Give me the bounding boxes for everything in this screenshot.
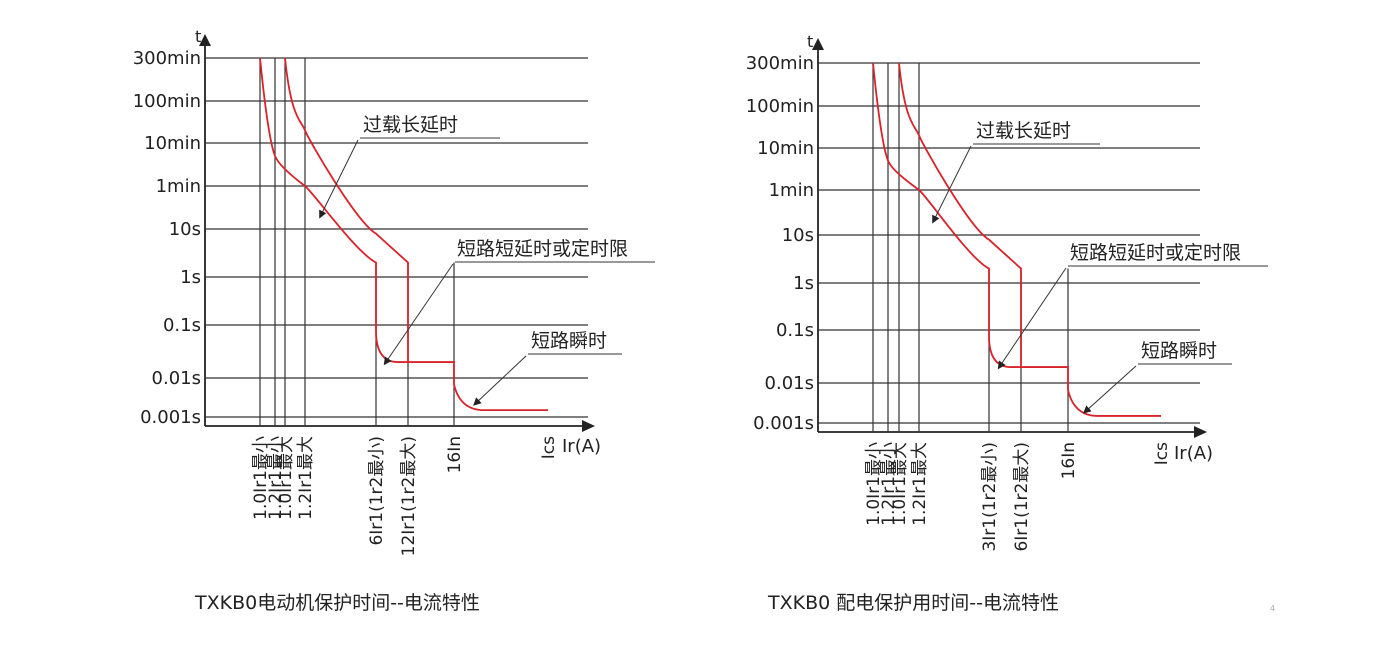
y-axis-label: t <box>195 27 201 46</box>
annotation-label: 短路短延时或定时限 <box>1070 242 1241 264</box>
annotation-label: 过载长延时 <box>363 114 458 136</box>
corner-mark: 4 <box>1270 604 1276 613</box>
x-tick-label: 16In <box>1059 442 1079 479</box>
annotation-arrow <box>1083 365 1137 414</box>
y-tick-label: 10min <box>144 133 201 154</box>
y-tick-label: 1min <box>156 176 201 197</box>
x-axis-arrow <box>1194 426 1207 438</box>
x-axis-label: Ir(A) <box>1174 443 1213 464</box>
x-tick-label: 1.0Ir1最大 <box>890 442 910 526</box>
y-tick-label: 0.001s <box>140 407 201 428</box>
chart-title-motor: TXKB0电动机保护时间--电流特性 <box>195 592 480 614</box>
y-tick-label: 1s <box>180 267 201 288</box>
x-tick-label: 16In <box>445 436 465 473</box>
annotation-arrow <box>383 263 454 366</box>
x-tick-label: 1.2Ir1最小 <box>879 442 899 526</box>
y-tick-label: 0.1s <box>163 315 201 336</box>
y-tick-label: 0.1s <box>776 320 814 341</box>
chart-motor-protection: 300min 100min 10min 1min 10s 1s 0.1s 0.01s 0.001… <box>133 27 655 556</box>
annotation-arrow <box>319 139 359 219</box>
x-tick-label: 12Ir1(1r2最大) <box>399 436 419 556</box>
y-tick-label: 0.01s <box>765 373 814 394</box>
trip-curve-max <box>898 62 1022 368</box>
x-axis-label: Ir(A) <box>562 436 601 457</box>
x-tick-label: 1.2Ir1最大 <box>910 442 930 526</box>
x-tick-label: 1.2Ir1最大 <box>296 436 316 520</box>
y-tick-label: 100min <box>746 96 814 117</box>
annotation-arrow <box>473 355 527 406</box>
y-tick-label: 10s <box>782 225 814 246</box>
annotation-arrow <box>932 145 972 224</box>
y-tick-label: 0.01s <box>152 368 201 389</box>
trip-curve-max <box>284 57 409 363</box>
y-tick-label: 100min <box>133 91 201 112</box>
y-tick-label: 1s <box>793 273 814 294</box>
y-tick-label: 300min <box>746 53 814 74</box>
annotation-arrow <box>997 267 1067 370</box>
trip-curve-min <box>259 57 548 412</box>
trip-curve-min <box>872 62 1161 417</box>
y-axis-label: t <box>807 32 813 51</box>
y-tick-label: 10s <box>169 219 201 240</box>
y-axis-arrow <box>812 38 824 50</box>
annotation-label: 短路短延时或定时限 <box>457 238 628 260</box>
annotation-label: 短路瞬时 <box>531 330 607 352</box>
y-tick-label: 300min <box>133 48 201 69</box>
x-tick-label: Ics <box>539 436 559 459</box>
y-tick-label: 10min <box>757 138 814 159</box>
x-tick-label: 6Ir1(1r2最小) <box>367 436 387 546</box>
x-tick-label: Ics <box>1152 442 1172 465</box>
x-tick-label: 1.0Ir1最小 <box>864 442 884 526</box>
x-tick-label: 3Ir1(1r2最小) <box>980 442 1000 552</box>
x-tick-label: 1.0Ir1最大 <box>276 436 296 520</box>
x-tick-label: 1.2Ir1最小 <box>266 436 286 520</box>
y-tick-label: 0.001s <box>753 413 814 434</box>
y-axis-arrow <box>199 34 211 46</box>
x-tick-label: 6Ir1(1r2最大) <box>1012 442 1032 552</box>
annotation-label: 过载长延时 <box>976 120 1071 142</box>
chart-distribution-protection: 300min 100min 10min 1min 10s 1s 0.1s 0.01s 0.001… <box>746 32 1268 552</box>
x-tick-label: 1.0Ir1最小 <box>251 436 271 520</box>
x-axis-arrow <box>582 420 595 432</box>
y-tick-label: 1min <box>769 180 814 201</box>
chart-title-distribution: TXKB0 配电保护用时间--电流特性 <box>768 592 1059 614</box>
annotation-label: 短路瞬时 <box>1141 340 1217 362</box>
